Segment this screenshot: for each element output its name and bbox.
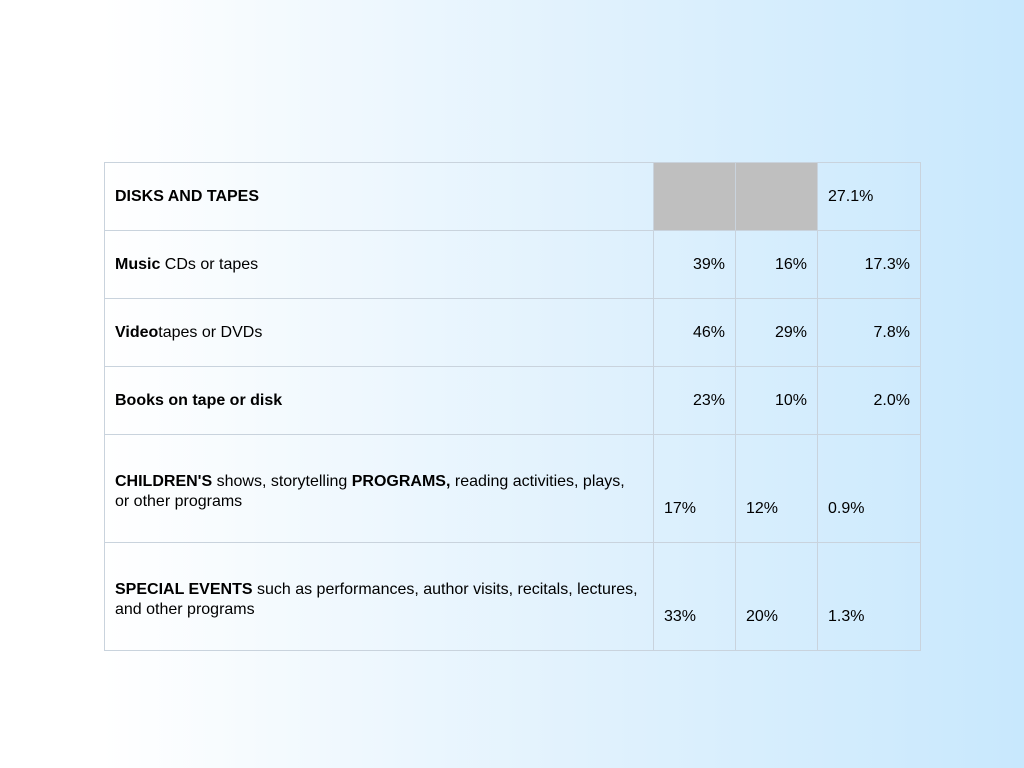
- library-services-table: DISKS AND TAPES 27.1% Music CDs or tapes…: [104, 162, 921, 651]
- row-label-bold: PROGRAMS,: [351, 472, 451, 490]
- row-label: CHILDREN'S shows, storytelling PROGRAMS,…: [104, 434, 654, 543]
- cell-col2-empty: [735, 162, 818, 231]
- row-label-bold: Music: [115, 255, 161, 273]
- cell-col3: 7.8%: [817, 298, 921, 367]
- cell-col3: 17.3%: [817, 230, 921, 299]
- table-row-disks-and-tapes: DISKS AND TAPES 27.1%: [104, 162, 921, 231]
- row-label-bold: Books on tape or disk: [115, 391, 283, 409]
- library-services-table-container: DISKS AND TAPES 27.1% Music CDs or tapes…: [104, 162, 921, 651]
- table-row-video: Videotapes or DVDs 46% 29% 7.8%: [104, 298, 921, 367]
- cell-col3: 0.9%: [817, 434, 921, 543]
- row-label-bold: CHILDREN'S: [115, 472, 213, 490]
- cell-col2: 10%: [735, 366, 818, 435]
- table-row-music: Music CDs or tapes 39% 16% 17.3%: [104, 230, 921, 299]
- cell-col1: 23%: [653, 366, 736, 435]
- cell-col1-empty: [653, 162, 736, 231]
- table-row-special-events: SPECIAL EVENTS such as performances, aut…: [104, 542, 921, 651]
- row-label-text: shows, storytelling: [212, 472, 352, 490]
- table-row-childrens-programs: CHILDREN'S shows, storytelling PROGRAMS,…: [104, 434, 921, 543]
- cell-col2: 12%: [735, 434, 818, 543]
- row-label-bold: Video: [115, 323, 159, 341]
- row-label: Music CDs or tapes: [104, 230, 654, 299]
- cell-col3: 1.3%: [817, 542, 921, 651]
- row-label-text: tapes or DVDs: [158, 323, 263, 341]
- row-label: Videotapes or DVDs: [104, 298, 654, 367]
- row-label-text: reading activities, plays, or other prog…: [115, 472, 625, 510]
- cell-col1: 33%: [653, 542, 736, 651]
- cell-col1: 17%: [653, 434, 736, 543]
- row-label: DISKS AND TAPES: [104, 162, 654, 231]
- cell-col3: 27.1%: [817, 162, 921, 231]
- cell-col3: 2.0%: [817, 366, 921, 435]
- row-label: Books on tape or disk: [104, 366, 654, 435]
- row-label: SPECIAL EVENTS such as performances, aut…: [104, 542, 654, 651]
- cell-col2: 20%: [735, 542, 818, 651]
- cell-col2: 16%: [735, 230, 818, 299]
- cell-col2: 29%: [735, 298, 818, 367]
- cell-col1: 39%: [653, 230, 736, 299]
- row-label-text: such as performances, author visits, rec…: [115, 580, 638, 618]
- table-row-books-on-tape: Books on tape or disk 23% 10% 2.0%: [104, 366, 921, 435]
- cell-col1: 46%: [653, 298, 736, 367]
- row-label-text: CDs or tapes: [160, 255, 259, 273]
- row-label-bold: DISKS AND TAPES: [115, 187, 260, 205]
- row-label-bold: SPECIAL EVENTS: [115, 580, 253, 598]
